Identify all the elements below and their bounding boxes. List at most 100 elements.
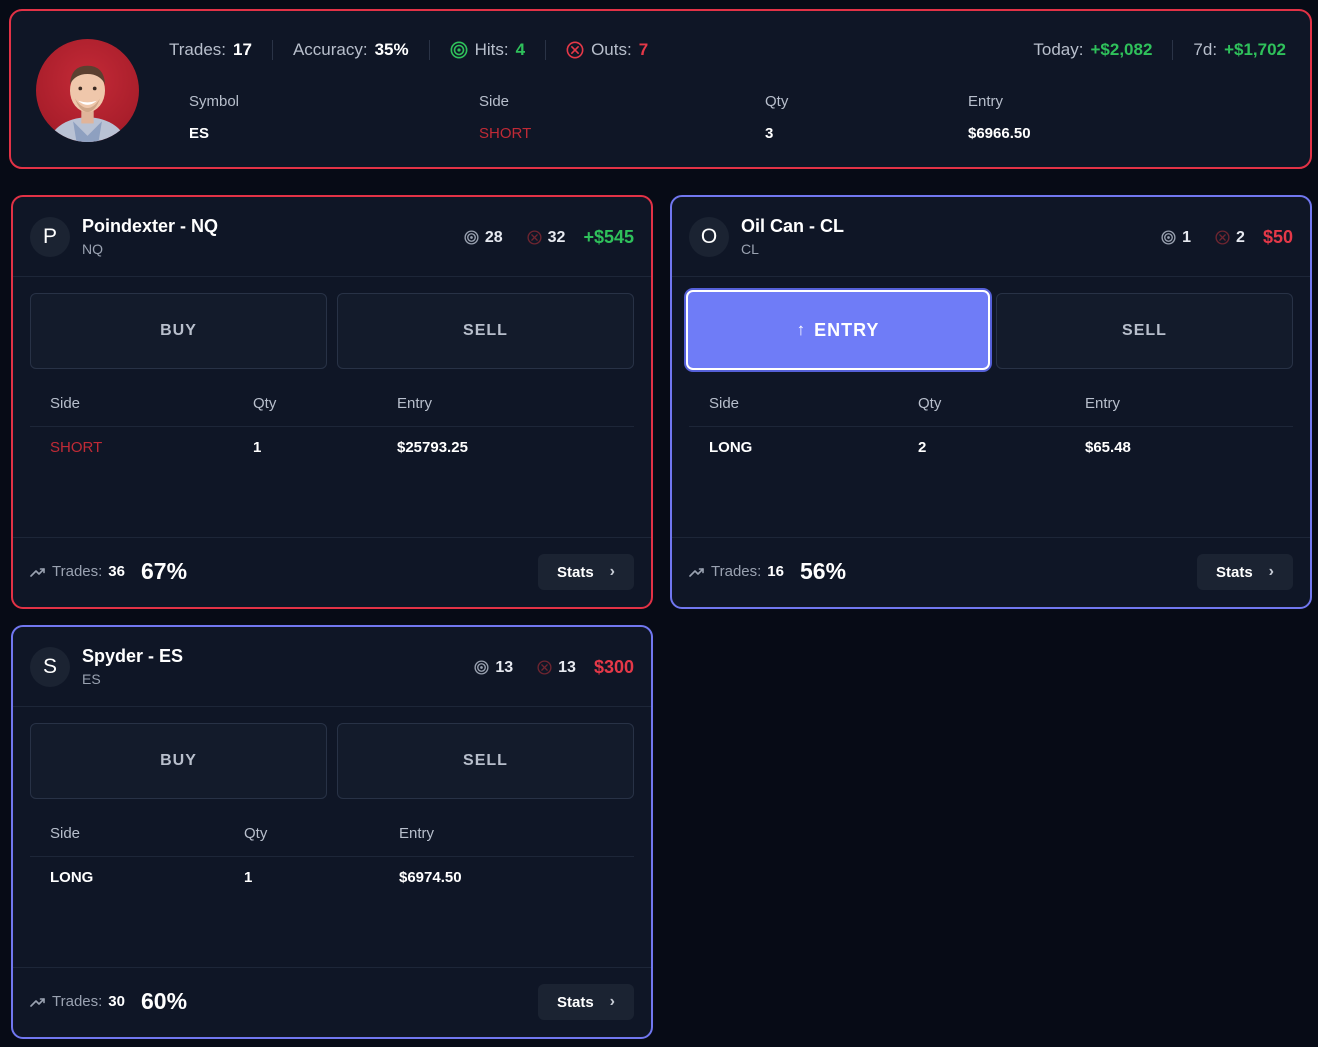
trader-name: Spyder - ES	[82, 646, 184, 666]
column-side: Side	[50, 395, 81, 412]
accuracy-percent: 60%	[140, 988, 188, 1014]
card-footer: Trades: 36 67% Stats ›	[13, 537, 651, 607]
column-side: Side	[709, 395, 740, 412]
card-header: O Oil Can - CL CL 1 2 $50	[672, 197, 1310, 277]
today-value: +$2,082	[1090, 40, 1153, 59]
cell-side: LONG	[709, 439, 753, 456]
column-symbol: Symbol	[189, 93, 240, 110]
avatar[interactable]	[36, 39, 139, 142]
accuracy-stat: Accuracy: 35%	[293, 40, 409, 60]
buy-button[interactable]: BUY	[30, 723, 327, 799]
card-stats: 1 2 $50	[1161, 227, 1293, 248]
week-value: +$1,702	[1224, 40, 1286, 59]
cell-side: LONG	[50, 869, 94, 886]
position-table: Side Qty Entry LONG 2 $65.48	[689, 385, 1293, 469]
trader-card-oil-can: O Oil Can - CL CL 1 2 $50 ↑ ENTRY SELL S…	[670, 195, 1312, 609]
column-side: Side	[479, 93, 510, 110]
cell-qty: 2	[918, 439, 927, 456]
column-side: Side	[50, 825, 81, 842]
outs-count: 32	[547, 228, 566, 246]
divider	[1172, 40, 1174, 60]
trader-initial-badge: O	[689, 217, 729, 257]
divider	[428, 40, 430, 60]
trader-initial-badge: P	[30, 217, 70, 257]
chevron-right-icon: ›	[1268, 563, 1274, 580]
trades-count: 16	[767, 563, 784, 580]
trending-up-icon	[30, 997, 45, 1007]
stats-button[interactable]: Stats ›	[538, 984, 634, 1020]
arrow-up-icon: ↑	[796, 320, 807, 339]
entry-label: ENTRY	[814, 319, 880, 340]
table-header: Symbol Side Qty Entry	[189, 87, 1280, 119]
avatar-photo	[48, 65, 127, 142]
cell-side: SHORT	[479, 125, 532, 142]
trader-symbol: CL	[741, 241, 759, 257]
hits-stat: Hits: 4	[450, 40, 525, 60]
summary-card: Trades: 17 Accuracy: 35% Hits: 4 Outs: 7	[9, 9, 1312, 169]
cell-entry: $6974.50	[399, 869, 462, 886]
card-footer: Trades: 30 60% Stats ›	[13, 967, 651, 1037]
sell-button[interactable]: SELL	[337, 723, 634, 799]
table-row: SHORT 1 $25793.25	[30, 427, 634, 469]
cell-qty: 3	[765, 125, 774, 142]
outs-count: 2	[1236, 228, 1245, 246]
stats-button[interactable]: Stats ›	[538, 554, 634, 590]
outs-label: Outs:	[591, 40, 632, 59]
hits-count: 28	[484, 228, 503, 246]
trending-up-icon	[689, 567, 704, 577]
divider	[545, 40, 547, 60]
stats-label: Stats	[556, 563, 594, 581]
stats-button[interactable]: Stats ›	[1197, 554, 1293, 590]
cell-side: SHORT	[50, 439, 103, 456]
cell-entry: $25793.25	[397, 439, 468, 456]
summary-position-table: Symbol Side Qty Entry ES SHORT 3 $6966.5…	[189, 87, 1280, 151]
x-circle-icon	[1215, 230, 1230, 245]
trader-symbol: ES	[82, 671, 101, 687]
chevron-right-icon: ›	[609, 563, 615, 580]
outs-value: 7	[638, 40, 649, 59]
card-header: P Poindexter - NQ NQ 28 32 +$545	[13, 197, 651, 277]
trader-card-spyder: S Spyder - ES ES 13 13 $300 BUY SELL Sid…	[11, 625, 653, 1039]
pnl-value: $50	[1262, 227, 1293, 247]
accuracy-percent: 67%	[140, 558, 188, 584]
table-header: Side Qty Entry	[689, 385, 1293, 427]
pnl-value: $300	[593, 657, 634, 677]
stats-label: Stats	[1215, 563, 1253, 581]
today-pnl-stat: Today: +$2,082	[1033, 40, 1152, 60]
trades-label: Trades:	[52, 993, 103, 1010]
target-icon	[474, 660, 489, 675]
cell-entry: $65.48	[1085, 439, 1131, 456]
hits-count: 13	[495, 658, 514, 676]
entry-button[interactable]: ↑ ENTRY	[686, 290, 990, 370]
chevron-right-icon: ›	[609, 993, 615, 1010]
divider	[271, 40, 273, 60]
table-row: LONG 2 $65.48	[689, 427, 1293, 469]
trader-name: Oil Can - CL	[741, 216, 844, 236]
card-header: S Spyder - ES ES 13 13 $300	[13, 627, 651, 707]
trader-name: Poindexter - NQ	[82, 216, 219, 236]
cell-qty: 1	[253, 439, 262, 456]
buy-button[interactable]: BUY	[30, 293, 327, 369]
table-row: ES SHORT 3 $6966.50	[189, 119, 1280, 151]
trades-label: Trades:	[711, 563, 762, 580]
trader-card-poindexter: P Poindexter - NQ NQ 28 32 +$545 BUY SEL…	[11, 195, 653, 609]
hits-value: 4	[515, 40, 526, 59]
trending-up-icon	[30, 567, 45, 577]
today-label: Today:	[1033, 40, 1084, 59]
column-entry: Entry	[1085, 395, 1121, 412]
week-label: 7d:	[1193, 40, 1218, 59]
column-qty: Qty	[765, 93, 789, 110]
sell-button[interactable]: SELL	[996, 293, 1293, 369]
table-header: Side Qty Entry	[30, 385, 634, 427]
card-stats: 28 32 +$545	[464, 227, 634, 248]
trades-summary: Trades: 36 67%	[30, 558, 187, 585]
column-entry: Entry	[968, 93, 1004, 110]
pnl-value: +$545	[583, 227, 634, 247]
x-circle-icon	[566, 41, 584, 59]
sell-button[interactable]: SELL	[337, 293, 634, 369]
column-entry: Entry	[397, 395, 433, 412]
trades-count: 30	[108, 993, 125, 1010]
hits-count: 1	[1182, 228, 1192, 246]
target-icon	[1161, 230, 1176, 245]
accuracy-value: 35%	[374, 40, 409, 59]
